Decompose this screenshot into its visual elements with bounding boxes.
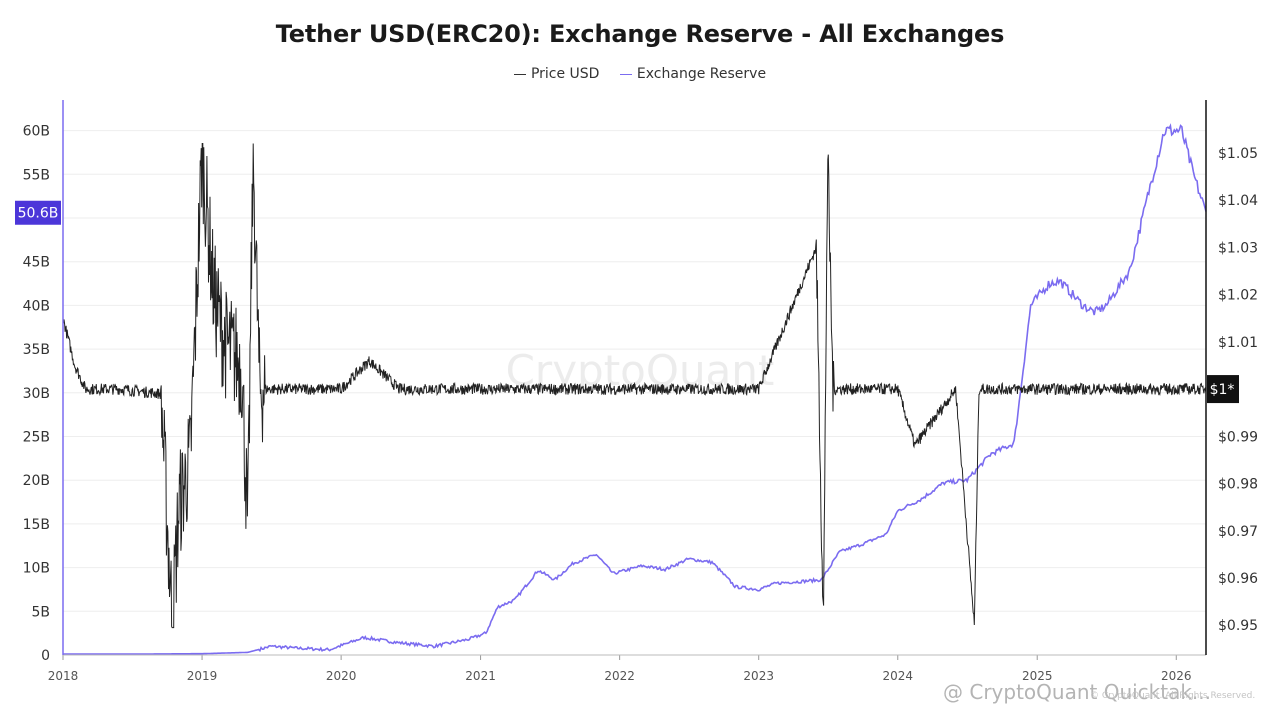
x-tick-label: 2018 — [48, 669, 79, 683]
x-tick-label: 2026 — [1161, 669, 1192, 683]
chart-title: Tether USD(ERC20): Exchange Reserve - Al… — [275, 20, 1005, 48]
current-price-badge — [1207, 375, 1239, 404]
y-left-tick-label: 45B — [23, 255, 50, 271]
legend-swatch-reserve — [619, 73, 632, 75]
y-right-tick-label: $0.98 — [1218, 477, 1258, 493]
legend-item-reserve[interactable]: Exchange Reserve — [619, 66, 767, 83]
chart-labels: 05B10B15B20B25B30B35B40B45B50B55B60B$0.9… — [15, 124, 1258, 683]
legend-item-price[interactable]: Price USD — [513, 66, 600, 83]
series-line-exchange-reserve — [63, 123, 1207, 655]
y-right-tick-label: $0.96 — [1218, 571, 1258, 587]
x-tick-label: 2021 — [465, 669, 496, 683]
current-reserve-label: 50.6B — [18, 206, 59, 222]
chart-legend: Price USD Exchange Reserve — [0, 63, 1280, 82]
series-line-price-usd — [62, 143, 1207, 629]
y-right-tick-label: $0.95 — [1218, 618, 1258, 634]
y-left-tick-label: 25B — [23, 429, 50, 445]
chart-grid — [63, 130, 1206, 612]
y-right-tick-label: $1.04 — [1218, 193, 1258, 209]
current-price-label: $1* — [1210, 382, 1235, 398]
y-right-tick-label: $1.02 — [1218, 288, 1258, 304]
current-reserve-badge — [15, 200, 61, 225]
chart-axes — [62, 100, 1207, 660]
y-left-tick-label: 55B — [23, 167, 50, 183]
y-left-tick-label: 0 — [41, 648, 50, 664]
y-right-tick-label: $1.05 — [1218, 146, 1258, 162]
y-left-tick-label: 30B — [23, 386, 50, 402]
x-tick-label: 2025 — [1022, 669, 1053, 683]
x-tick-label: 2024 — [882, 669, 913, 683]
y-left-tick-label: 20B — [23, 473, 50, 489]
legend-label-price: Price USD — [530, 66, 600, 83]
x-tick-label: 2022 — [604, 669, 635, 683]
y-left-tick-label: 15B — [23, 517, 50, 533]
chart-lines — [62, 123, 1207, 655]
x-tick-label: 2019 — [187, 669, 218, 683]
y-left-tick-label: 35B — [23, 342, 50, 358]
y-right-tick-label: $0.99 — [1218, 429, 1258, 445]
source-watermark: @ CryptoQuant Quicktak... — [943, 680, 1212, 704]
copyright-note: © CryptoQuant. All Rights Reserved. — [1090, 691, 1256, 701]
y-left-tick-label: 60B — [23, 124, 50, 140]
x-tick-label: 2023 — [743, 669, 774, 683]
y-left-tick-label: 5B — [31, 604, 50, 620]
y-left-tick-label: 40B — [23, 298, 50, 314]
legend-swatch-price — [513, 73, 526, 75]
x-tick-label: 2020 — [326, 669, 357, 683]
y-right-tick-label: $1.01 — [1218, 335, 1258, 351]
y-left-tick-label: 10B — [23, 561, 50, 577]
legend-label-reserve: Exchange Reserve — [636, 66, 767, 83]
y-right-tick-label: $1.03 — [1218, 240, 1258, 256]
y-right-tick-label: $0.97 — [1218, 524, 1258, 540]
